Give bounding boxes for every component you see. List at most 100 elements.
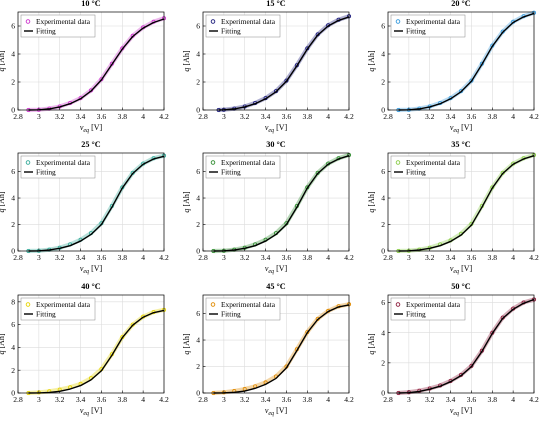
y-tick-label: 2	[381, 220, 385, 229]
x-axis-label: veq [V]	[265, 406, 288, 417]
legend-marker-experimental	[25, 19, 31, 24]
y-tick-label: 2	[11, 78, 15, 87]
x-tick-label: 4.2	[529, 112, 539, 121]
x-tick-label: 3.2	[55, 112, 65, 121]
x-tick-label: 4.2	[159, 112, 169, 121]
y-tick-label: 2	[196, 362, 200, 371]
x-axis-label: veq [V]	[450, 406, 473, 417]
y-tick-label: 0	[381, 247, 385, 256]
y-tick-label: 0	[196, 106, 200, 115]
legend-box	[20, 297, 96, 321]
x-tick-label: 3.6	[282, 253, 292, 262]
x-tick-label: 3.8	[488, 112, 498, 121]
y-tick-label: 6	[381, 22, 385, 31]
x-tick-label: 3.8	[118, 112, 128, 121]
x-tick-label: 4	[141, 112, 145, 121]
y-tick-label: 4	[11, 343, 15, 352]
x-tick-label: 4.2	[344, 112, 354, 121]
x-tick-label: 4	[141, 253, 145, 262]
legend-label-fitting: Fitting	[221, 310, 241, 319]
x-tick-label: 3.4	[76, 112, 86, 121]
legend-label-experimental: Experimental data	[221, 158, 276, 167]
legend-box	[390, 155, 466, 179]
x-tick-label: 4	[511, 112, 515, 121]
legend-label-experimental: Experimental data	[406, 300, 461, 309]
axes-frame	[202, 152, 350, 252]
chart-panel-4: 25 °C 2.8 3 3.2 3.4 3.6 3.8 4 4.2 0 2 4 6 veq [V] q [A…	[0, 140, 169, 275]
y-tick-label: 4	[11, 194, 15, 203]
x-tick-label: 4.2	[344, 253, 354, 262]
x-tick-label: 3.8	[303, 112, 313, 121]
legend-box	[205, 155, 281, 179]
y-tick-label: 4	[196, 50, 200, 59]
legend-marker-experimental	[25, 302, 31, 307]
chart-title: 45 °C	[266, 282, 286, 291]
chart-title: 40 °C	[81, 282, 101, 291]
x-tick-label: 3.4	[76, 395, 86, 404]
x-tick-label: 2.8	[13, 395, 23, 404]
y-tick-label: 4	[381, 328, 385, 337]
y-tick-label: 4	[11, 50, 15, 59]
x-tick-label: 3.6	[282, 112, 292, 121]
y-tick-label: 0	[196, 247, 200, 256]
x-axis-label: veq [V]	[80, 406, 103, 417]
axes-frame	[387, 294, 535, 394]
x-axis-label: veq [V]	[265, 123, 288, 134]
chart-title: 35 °C	[451, 140, 471, 149]
chart-title: 30 °C	[266, 140, 286, 149]
legend-label-fitting: Fitting	[221, 27, 241, 36]
legend-box	[205, 297, 281, 321]
axes-frame	[387, 152, 535, 252]
y-tick-label: 4	[196, 194, 200, 203]
y-axis-label: q [Ah]	[0, 50, 6, 71]
x-tick-label: 4.2	[529, 253, 539, 262]
x-tick-label: 4	[326, 395, 330, 404]
fitting-series-line	[28, 155, 165, 252]
x-tick-label: 4.2	[529, 395, 539, 404]
x-tick-label: 4.2	[159, 253, 169, 262]
x-tick-label: 3.4	[446, 253, 456, 262]
x-tick-label: 4	[141, 395, 145, 404]
x-axis-label: veq [V]	[450, 264, 473, 275]
y-axis-label: q [Ah]	[367, 191, 376, 212]
chart-panel-8: 45 °C 2.8 3 3.2 3.4 3.6 3.8 4 4.2 0 2 4 6 veq [V] q [A…	[182, 282, 354, 417]
x-tick-label: 2.8	[198, 112, 208, 121]
legend-label-experimental: Experimental data	[406, 17, 461, 26]
x-tick-label: 3.8	[488, 395, 498, 404]
chart-title: 50 °C	[451, 282, 471, 291]
x-tick-label: 3.6	[282, 395, 292, 404]
x-tick-label: 3	[222, 112, 226, 121]
legend-box	[20, 155, 96, 179]
legend-label-experimental: Experimental data	[221, 300, 276, 309]
legend-label-fitting: Fitting	[36, 310, 56, 319]
legend-box	[390, 14, 466, 38]
y-axis-label: q [Ah]	[367, 333, 376, 354]
fitting-series-line	[28, 18, 165, 111]
x-tick-label: 3	[37, 395, 41, 404]
legend-label-fitting: Fitting	[406, 310, 426, 319]
x-tick-label: 4	[511, 395, 515, 404]
x-tick-label: 4	[326, 112, 330, 121]
x-tick-label: 2.8	[198, 395, 208, 404]
x-tick-label: 3.2	[425, 395, 435, 404]
x-tick-label: 3.4	[446, 395, 456, 404]
legend-label-fitting: Fitting	[36, 168, 56, 177]
x-tick-label: 3.8	[303, 395, 313, 404]
legend-marker-experimental	[395, 19, 401, 24]
y-tick-label: 4	[381, 50, 385, 59]
x-tick-label: 3	[407, 253, 411, 262]
x-tick-label: 3.4	[76, 253, 86, 262]
y-axis-label: q [Ah]	[182, 333, 191, 354]
x-tick-label: 3.8	[118, 253, 128, 262]
chart-title: 25 °C	[81, 140, 101, 149]
fitting-series-line	[398, 298, 535, 394]
y-tick-label: 0	[11, 106, 15, 115]
legend-marker-experimental	[210, 302, 216, 307]
x-tick-label: 3	[407, 395, 411, 404]
y-tick-label: 8	[11, 297, 15, 306]
y-axis-label: q [Ah]	[0, 191, 6, 212]
fitting-series-line	[213, 304, 350, 394]
